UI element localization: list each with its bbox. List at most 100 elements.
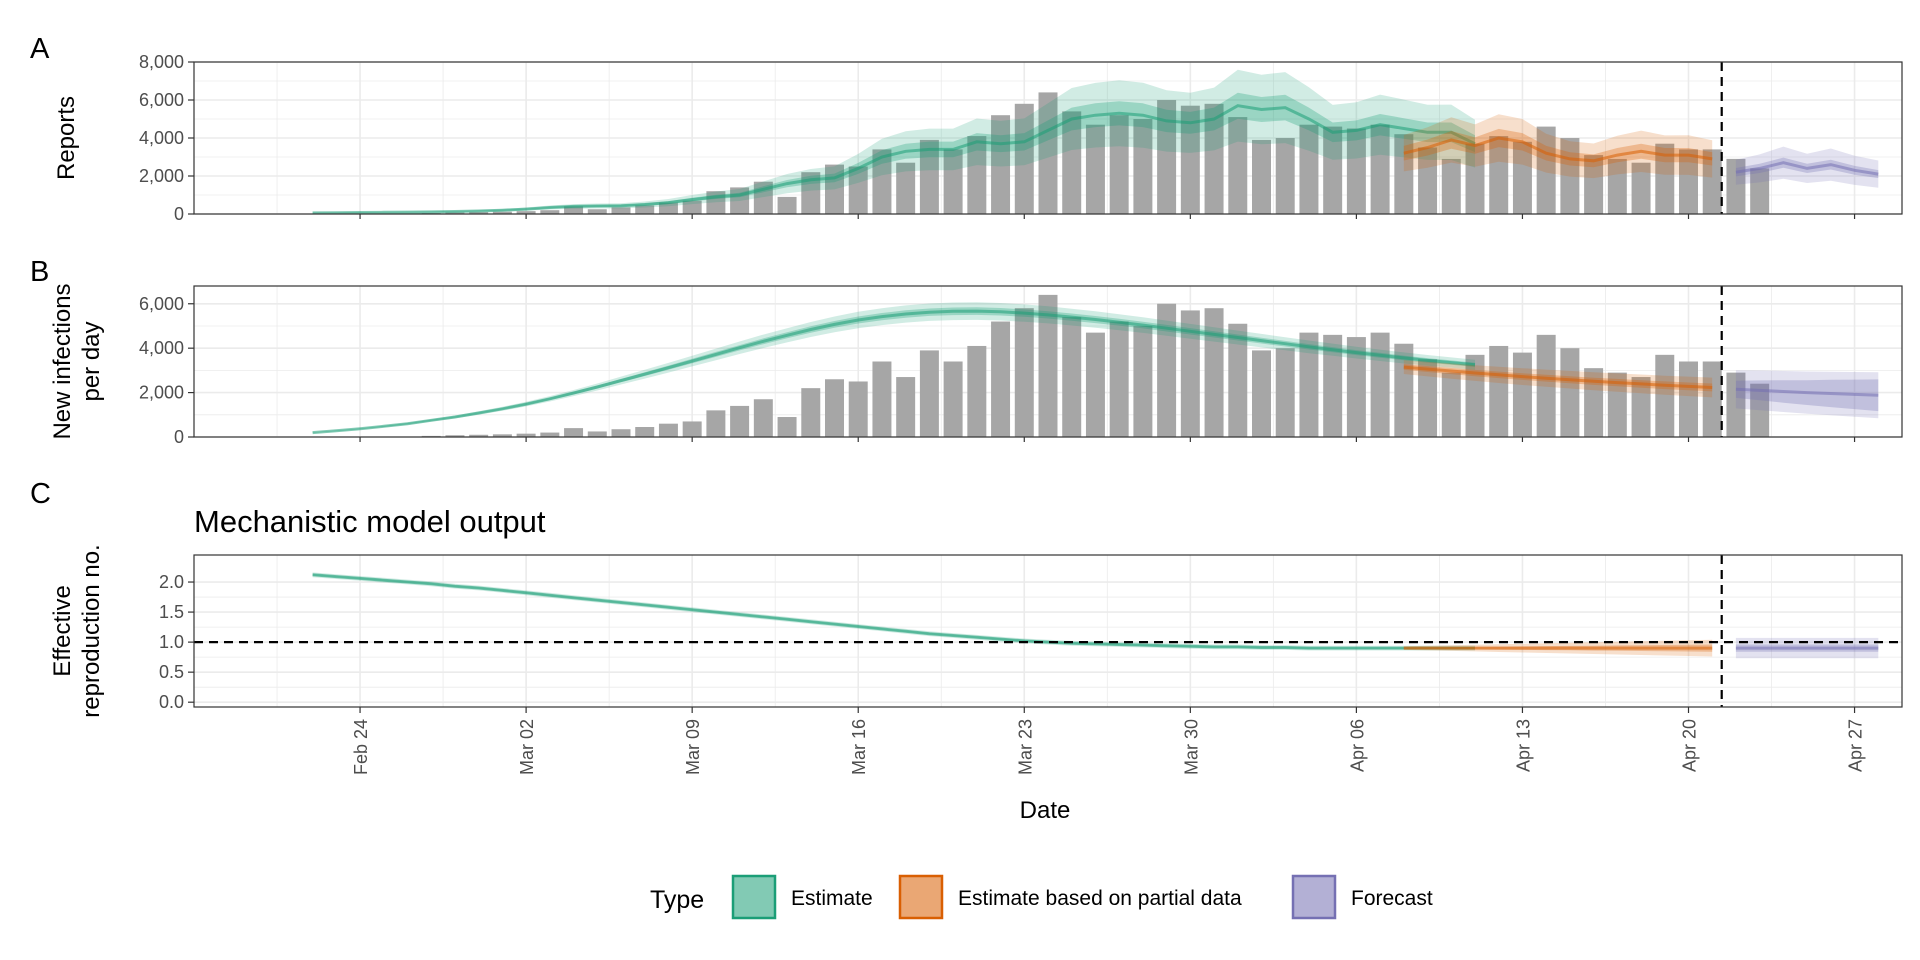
legend-label: Estimate bbox=[791, 887, 873, 910]
bar bbox=[1323, 334, 1343, 437]
y-tick-label: 0 bbox=[174, 204, 184, 224]
bar bbox=[1702, 149, 1722, 214]
bar bbox=[635, 205, 655, 214]
panel-border bbox=[193, 554, 1903, 708]
band-90-estimate-based-on-partial-data bbox=[1403, 114, 1713, 179]
y-tick-label: 2,000 bbox=[139, 166, 184, 186]
bar bbox=[1038, 294, 1058, 437]
bar bbox=[564, 428, 584, 437]
y-axis-title: Reports bbox=[53, 96, 80, 180]
bar bbox=[1085, 332, 1105, 437]
bar bbox=[1346, 337, 1366, 437]
band-50-forecast bbox=[1735, 379, 1879, 412]
bar bbox=[1275, 348, 1295, 437]
bar bbox=[611, 207, 631, 214]
band-50-estimate-based-on-partial-data bbox=[1403, 128, 1713, 168]
bar bbox=[730, 405, 750, 437]
bar bbox=[1014, 308, 1034, 437]
band-90-estimate bbox=[312, 69, 1476, 214]
panel-border bbox=[193, 285, 1903, 438]
x-axis-title: Date bbox=[1020, 797, 1071, 824]
y-tick-label: 4,000 bbox=[139, 128, 184, 148]
bar bbox=[1180, 310, 1200, 437]
y-axis-title-line: New infections bbox=[49, 283, 76, 439]
y-tick-label: 2,000 bbox=[139, 383, 184, 403]
bar bbox=[1418, 147, 1438, 214]
y-axis-title-line: Reports bbox=[53, 96, 80, 180]
bar bbox=[540, 210, 560, 214]
bar bbox=[919, 350, 939, 437]
bar bbox=[682, 421, 702, 437]
bar bbox=[1133, 325, 1153, 437]
y-tick-label: 2.0 bbox=[159, 572, 184, 592]
y-axis-title: Effectivereproduction no. bbox=[49, 544, 105, 717]
bar bbox=[991, 321, 1011, 437]
bar bbox=[753, 399, 773, 437]
bar bbox=[492, 211, 512, 214]
bar bbox=[1441, 158, 1461, 214]
x-tick-label: Mar 02 bbox=[517, 719, 537, 775]
bar bbox=[1655, 143, 1675, 214]
bar bbox=[1560, 348, 1580, 437]
x-tick-label: Mar 09 bbox=[683, 719, 703, 775]
bar bbox=[1062, 317, 1082, 437]
x-tick-label: Apr 06 bbox=[1347, 719, 1367, 772]
y-tick-label: 6,000 bbox=[139, 294, 184, 314]
y-tick-label: 8,000 bbox=[139, 52, 184, 72]
y-tick-label: 4,000 bbox=[139, 338, 184, 358]
median-line-estimate-based-on-partial-data bbox=[1403, 136, 1713, 163]
bar bbox=[1252, 139, 1271, 214]
bar bbox=[658, 423, 678, 437]
y-axis-title-line: reproduction no. bbox=[78, 544, 105, 717]
legend-title: Type bbox=[650, 886, 704, 914]
x-tick-label: Apr 20 bbox=[1680, 719, 1700, 772]
median-line-forecast bbox=[1735, 161, 1879, 176]
median-line-forecast bbox=[1735, 387, 1879, 397]
panels: A 0 2,000 4,000 6,000 8,000 Reports B 0 2,000 4,00… bbox=[30, 33, 1903, 775]
bar bbox=[1180, 105, 1200, 214]
bar bbox=[1299, 332, 1319, 437]
bar bbox=[1536, 126, 1556, 214]
bar bbox=[896, 377, 916, 437]
bar bbox=[492, 434, 512, 437]
bar bbox=[1014, 103, 1034, 214]
bar bbox=[1157, 303, 1177, 437]
bar bbox=[1607, 372, 1627, 437]
panel-tag-C: C bbox=[30, 478, 51, 510]
bar bbox=[564, 206, 584, 214]
bar bbox=[1038, 92, 1058, 214]
bar bbox=[516, 433, 536, 437]
bar bbox=[1631, 162, 1651, 214]
legend-swatch bbox=[731, 874, 777, 920]
y-tick-label: 1.0 bbox=[159, 632, 184, 652]
bar bbox=[1584, 155, 1604, 214]
y-tick-label: 1.5 bbox=[159, 602, 184, 622]
bar bbox=[1370, 124, 1390, 214]
panel-A: A 0 2,000 4,000 6,000 8,000 Reports bbox=[30, 33, 1903, 224]
bar bbox=[587, 431, 607, 437]
y-tick-label: 0.5 bbox=[159, 662, 184, 682]
bar bbox=[777, 196, 797, 214]
bar bbox=[1299, 124, 1319, 214]
bar bbox=[1465, 354, 1485, 437]
bar bbox=[1750, 383, 1770, 437]
bar bbox=[587, 209, 607, 214]
bar bbox=[682, 200, 702, 214]
bar bbox=[825, 379, 844, 437]
bar bbox=[1631, 377, 1651, 437]
x-tick-label: Apr 13 bbox=[1513, 719, 1533, 772]
median-line-estimate bbox=[312, 104, 1476, 215]
bar bbox=[611, 429, 631, 437]
bar bbox=[635, 427, 655, 437]
bar bbox=[967, 136, 987, 214]
x-tick-label: Mar 23 bbox=[1015, 719, 1035, 775]
bar bbox=[991, 115, 1011, 214]
bar bbox=[1679, 149, 1698, 214]
bar bbox=[1702, 361, 1722, 437]
bar bbox=[1655, 354, 1675, 437]
bar bbox=[943, 149, 963, 214]
bar bbox=[445, 212, 465, 214]
band-90-estimate bbox=[312, 302, 1476, 433]
y-tick-label: 6,000 bbox=[139, 90, 184, 110]
x-tick-label: Feb 24 bbox=[351, 719, 371, 775]
